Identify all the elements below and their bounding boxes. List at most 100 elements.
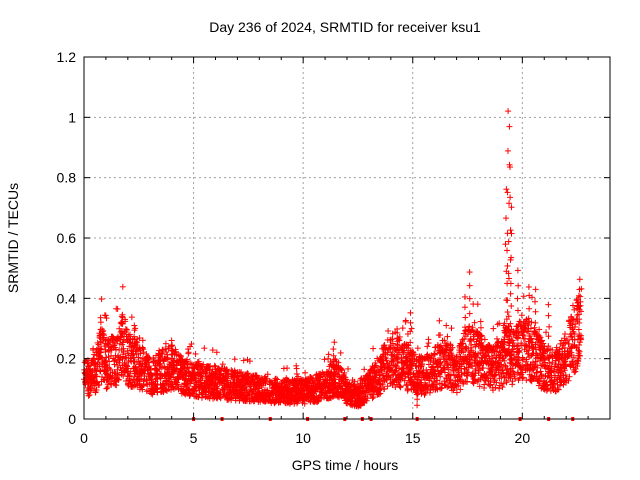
data-point [103,315,110,322]
data-point [414,402,421,409]
data-point [97,367,104,374]
data-point [507,290,514,297]
data-point [399,325,406,332]
data-point [192,350,199,357]
data-point [507,227,514,234]
data-point [532,308,539,315]
data-point [481,336,488,343]
data-point [514,267,521,274]
data-point [408,325,415,332]
data-point [525,284,532,291]
data-point [127,331,134,338]
data-point [113,382,120,389]
data-point [325,351,332,358]
data-point [514,307,521,314]
data-point [361,366,368,373]
data-point [114,305,121,312]
y-tick-label: 0.2 [57,351,77,367]
data-point [139,386,146,393]
data-point [149,372,156,379]
data-point [120,348,127,355]
data-point [88,386,95,393]
x-tick-label: 10 [295,430,311,446]
data-point [504,309,511,316]
y-tick-label: 0 [68,411,76,427]
data-point [98,296,105,303]
data-point [503,186,510,193]
data-point [571,306,578,313]
data-point [122,318,129,325]
data-point [345,365,352,372]
data-point [148,376,155,383]
y-tick-label: 0.4 [57,290,77,306]
data-point [103,385,110,392]
data-point [448,325,455,332]
data-point [136,334,143,341]
x-tick-label: 15 [405,430,421,446]
data-point [515,282,522,289]
data-point [123,354,130,361]
data-point [504,147,511,154]
data-point [526,305,533,312]
data-point [504,262,511,269]
x-tick-label: 5 [190,430,198,446]
data-point [494,321,501,328]
data-point [87,387,94,394]
data-point [490,325,497,332]
data-point [85,392,92,399]
y-axis-label: SRMTID / TECUs [5,183,21,293]
data-point [293,370,300,377]
data-point [438,385,445,392]
data-point [106,358,113,365]
data-point [114,366,121,373]
data-point [545,312,552,319]
x-tick-label: 0 [80,430,88,446]
data-point [131,381,138,388]
data-point [137,350,144,357]
data-point [425,336,432,343]
data-point [321,356,328,363]
data-point [86,391,93,398]
data-point [131,322,138,329]
x-axis-label: GPS time / hours [292,457,399,473]
chart-title: Day 236 of 2024, SRMTID for receiver ksu… [209,19,481,35]
data-point [331,339,338,346]
data-point [477,324,484,331]
data-point [136,380,143,387]
data-point [532,319,539,326]
data-point [141,370,148,377]
data-point [93,386,100,393]
data-point [284,365,291,372]
data-point [545,301,552,308]
y-tick-label: 0.6 [57,230,77,246]
data-point [370,345,377,352]
data-point [466,282,473,289]
data-point [119,311,126,318]
data-point [126,372,133,379]
data-point [118,313,125,320]
data-point [576,276,583,283]
data-point [532,286,539,293]
data-point [424,343,431,350]
data-point [502,215,509,222]
data-point [462,314,469,321]
data-point [231,356,238,363]
data-point [508,302,515,309]
y-tick-label: 1.2 [57,49,77,65]
data-point [127,355,134,362]
data-point [119,283,126,290]
data-point [466,310,473,317]
data-point [185,349,192,356]
data-point [436,317,443,324]
data-point [562,330,569,337]
data-point [461,304,468,311]
data-point [128,314,135,321]
data-point [474,301,481,308]
data-point [385,327,392,334]
data-point [407,309,414,316]
data-point [100,327,107,334]
data-point [96,381,103,388]
data-point [146,363,153,370]
data-point [168,337,175,344]
data-point [133,351,140,358]
